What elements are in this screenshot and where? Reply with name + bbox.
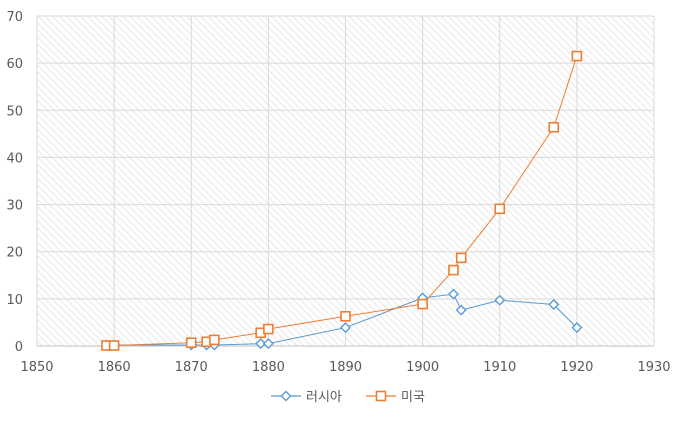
gridlines (36, 15, 655, 347)
x-tick-label: 1850 (20, 360, 53, 375)
data-point-usa (455, 252, 467, 264)
y-tick-label: 70 (6, 10, 23, 25)
data-point-usa (263, 323, 274, 335)
data-point-russia (447, 288, 459, 300)
y-tick-label: 60 (6, 57, 23, 72)
series-layer (100, 50, 583, 351)
data-point-usa (108, 340, 120, 351)
data-point-russia (571, 322, 583, 334)
x-tick-label: 1870 (175, 360, 208, 375)
data-point-russia (455, 304, 467, 316)
x-tick-label: 1900 (406, 360, 439, 375)
data-point-russia (262, 338, 274, 350)
data-point-usa (571, 50, 583, 62)
legend: 러시아 미국 (271, 390, 425, 405)
data-point-russia (255, 338, 267, 350)
x-tick-label: 1930 (637, 360, 670, 375)
legend-label: 러시아 (306, 390, 342, 405)
data-point-usa (548, 121, 560, 133)
y-tick-label: 0 (15, 340, 23, 355)
y-tick-label: 30 (6, 199, 23, 214)
x-tick-label: 1920 (560, 360, 593, 375)
data-point-russia (340, 322, 351, 334)
x-tick-label: 1910 (483, 360, 516, 375)
axis-labels: 0 10 20 30 40 50 60 70 1850 1860 1870 1880 1890 1900 1… (6, 10, 670, 375)
legend-label: 미국 (401, 390, 425, 405)
legend-marker (280, 390, 292, 402)
data-point-usa (185, 337, 197, 349)
data-point-russia (494, 294, 506, 306)
y-tick-label: 10 (6, 293, 23, 308)
y-tick-label: 50 (6, 104, 23, 119)
x-tick-label: 1880 (252, 360, 285, 375)
data-point-russia (548, 299, 560, 311)
legend-entry-usa: 미국 (366, 390, 425, 405)
x-tick-label: 1860 (98, 360, 131, 375)
series-usa (101, 50, 583, 351)
y-tick-label: 40 (6, 151, 23, 166)
legend-marker (375, 390, 387, 402)
data-point-usa (417, 298, 428, 310)
data-point-usa (340, 310, 351, 322)
x-tick-label: 1890 (329, 360, 362, 375)
data-point-usa (448, 264, 459, 276)
data-point-usa (209, 334, 220, 346)
legend-entry-russia: 러시아 (271, 390, 342, 405)
data-point-usa (494, 203, 506, 215)
y-tick-label: 20 (6, 246, 23, 261)
